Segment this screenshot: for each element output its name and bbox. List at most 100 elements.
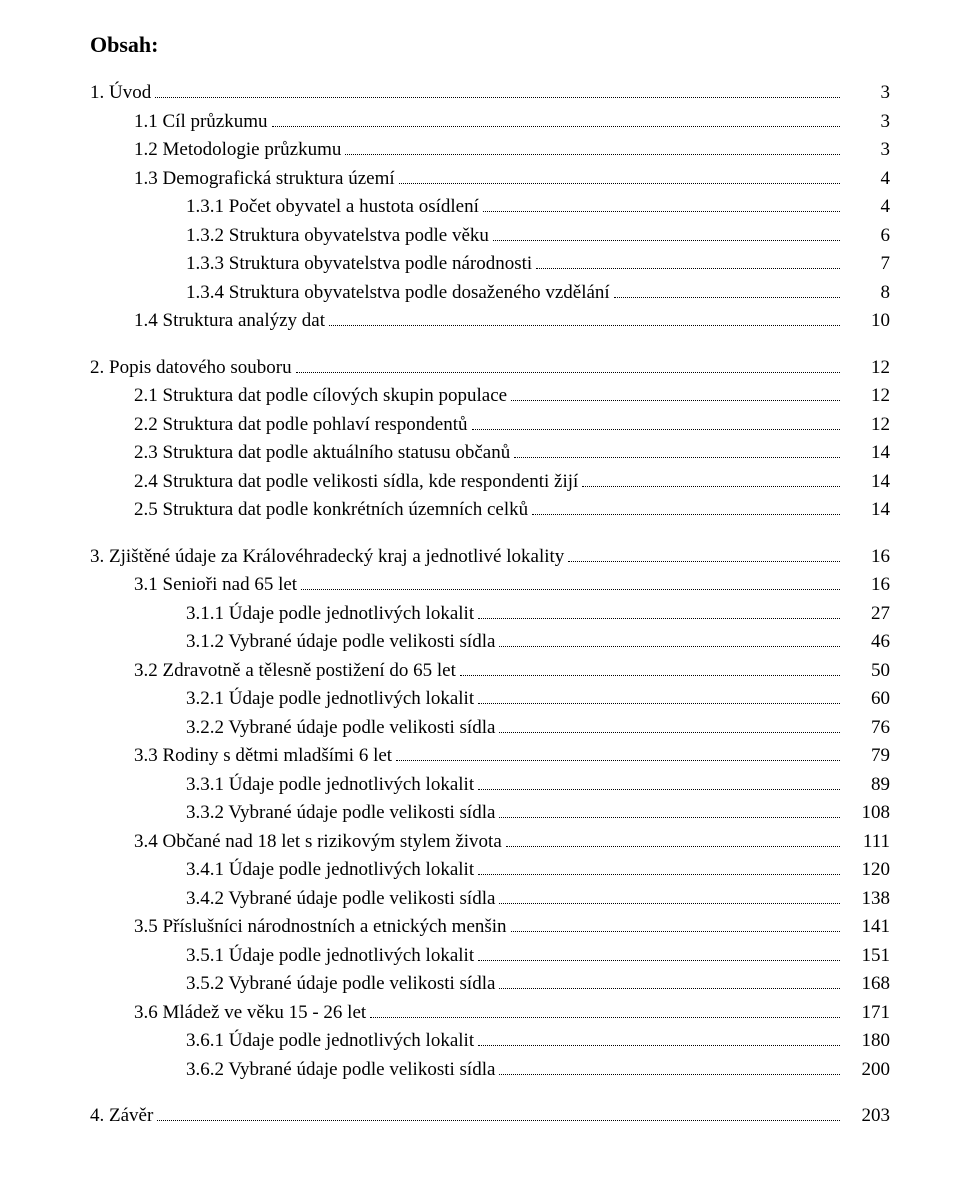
toc-row: 2.3 Struktura dat podle aktuálního statu… bbox=[90, 439, 890, 468]
toc-label: 1.4 Struktura analýzy dat bbox=[134, 307, 325, 336]
toc-page: 171 bbox=[844, 999, 890, 1028]
toc-leader-dots bbox=[478, 703, 840, 704]
toc-label: 3.4.1 Údaje podle jednotlivých lokalit bbox=[186, 856, 474, 885]
toc-row: 1.3 Demografická struktura území4 bbox=[90, 165, 890, 194]
toc-label: 2.4 Struktura dat podle velikosti sídla,… bbox=[134, 468, 578, 497]
toc-leader-dots bbox=[499, 646, 840, 647]
toc-row: 3.3.1 Údaje podle jednotlivých lokalit89 bbox=[90, 771, 890, 800]
toc-leader-dots bbox=[478, 960, 840, 961]
toc-row: 1.2 Metodologie průzkumu3 bbox=[90, 136, 890, 165]
toc-row: 1.3.4 Struktura obyvatelstva podle dosaž… bbox=[90, 279, 890, 308]
toc-page: 14 bbox=[844, 439, 890, 468]
toc-page: 4 bbox=[844, 165, 890, 194]
toc-leader-dots bbox=[472, 429, 841, 430]
toc-label: 3.5.1 Údaje podle jednotlivých lokalit bbox=[186, 942, 474, 971]
toc-row: 3.4 Občané nad 18 let s rizikovým stylem… bbox=[90, 828, 890, 857]
toc-label: 3.3.2 Vybrané údaje podle velikosti sídl… bbox=[186, 799, 495, 828]
toc-page: 203 bbox=[844, 1102, 890, 1131]
toc-row: 3.2.1 Údaje podle jednotlivých lokalit 60 bbox=[90, 685, 890, 714]
toc-label: 2. Popis datového souboru bbox=[90, 354, 292, 383]
toc-label: 2.5 Struktura dat podle konkrétních územ… bbox=[134, 496, 528, 525]
toc-label: 3.6.1 Údaje podle jednotlivých lokalit bbox=[186, 1027, 474, 1056]
toc-page: 151 bbox=[844, 942, 890, 971]
toc-label: 1.3.1 Počet obyvatel a hustota osídlení bbox=[186, 193, 479, 222]
toc-leader-dots bbox=[532, 514, 840, 515]
toc-page: 10 bbox=[844, 307, 890, 336]
toc-leader-dots bbox=[478, 874, 840, 875]
toc-heading: Obsah: bbox=[90, 28, 890, 61]
toc-label: 1.3.2 Struktura obyvatelstva podle věku bbox=[186, 222, 489, 251]
toc-row: 1. Úvod3 bbox=[90, 79, 890, 108]
toc-page: 7 bbox=[844, 250, 890, 279]
toc-row: 3.4.2 Vybrané údaje podle velikosti sídl… bbox=[90, 885, 890, 914]
toc-leader-dots bbox=[499, 732, 840, 733]
toc-label: 1.3.4 Struktura obyvatelstva podle dosaž… bbox=[186, 279, 610, 308]
toc-label: 3. Zjištěné údaje za Královéhradecký kra… bbox=[90, 543, 564, 572]
toc-page: 180 bbox=[844, 1027, 890, 1056]
toc-leader-dots bbox=[301, 589, 840, 590]
toc-row: 2.4 Struktura dat podle velikosti sídla,… bbox=[90, 468, 890, 497]
toc-row: 3.2.2 Vybrané údaje podle velikosti sídl… bbox=[90, 714, 890, 743]
toc-label: 2.2 Struktura dat podle pohlaví responde… bbox=[134, 411, 468, 440]
toc-label: 3.2.2 Vybrané údaje podle velikosti sídl… bbox=[186, 714, 495, 743]
toc-row: 3.4.1 Údaje podle jednotlivých lokalit 12… bbox=[90, 856, 890, 885]
toc-leader-dots bbox=[582, 486, 840, 487]
toc-page: 16 bbox=[844, 543, 890, 572]
toc-leader-dots bbox=[499, 1074, 840, 1075]
toc-row: 3.3.2 Vybrané údaje podle velikosti sídl… bbox=[90, 799, 890, 828]
toc-label: 3.5.2 Vybrané údaje podle velikosti sídl… bbox=[186, 970, 495, 999]
toc-page: 120 bbox=[844, 856, 890, 885]
toc-label: 3.6.2 Vybrané údaje podle velikosti sídl… bbox=[186, 1056, 495, 1085]
toc-leader-dots bbox=[614, 297, 840, 298]
toc-label: 2.3 Struktura dat podle aktuálního statu… bbox=[134, 439, 510, 468]
toc-leader-dots bbox=[514, 457, 840, 458]
toc-page: 108 bbox=[844, 799, 890, 828]
toc-row: 3.5 Příslušníci národnostních a etnickýc… bbox=[90, 913, 890, 942]
toc-leader-dots bbox=[506, 846, 840, 847]
toc-page: 138 bbox=[844, 885, 890, 914]
toc-row: 3.5.2 Vybrané údaje podle velikosti sídl… bbox=[90, 970, 890, 999]
toc-page: 12 bbox=[844, 354, 890, 383]
toc-leader-dots bbox=[272, 126, 840, 127]
toc-row: 1.1 Cíl průzkumu3 bbox=[90, 108, 890, 137]
toc-leader-dots bbox=[399, 183, 840, 184]
toc-label: 3.2.1 Údaje podle jednotlivých lokalit bbox=[186, 685, 474, 714]
toc-page: 6 bbox=[844, 222, 890, 251]
toc-label: 3.5 Příslušníci národnostních a etnickýc… bbox=[134, 913, 507, 942]
toc-page: 12 bbox=[844, 382, 890, 411]
toc-page: 60 bbox=[844, 685, 890, 714]
toc-page: 14 bbox=[844, 496, 890, 525]
toc-label: 1.3.3 Struktura obyvatelstva podle národ… bbox=[186, 250, 532, 279]
toc-row: 4. Závěr203 bbox=[90, 1102, 890, 1131]
toc-row: 1.3.2 Struktura obyvatelstva podle věku 6 bbox=[90, 222, 890, 251]
toc-leader-dots bbox=[370, 1017, 840, 1018]
toc-row: 3.1.1 Údaje podle jednotlivých lokalit 27 bbox=[90, 600, 890, 629]
toc-page: 3 bbox=[844, 136, 890, 165]
toc-page: 111 bbox=[844, 828, 890, 857]
toc-label: 3.1.2 Vybrané údaje podle velikosti sídl… bbox=[186, 628, 495, 657]
toc-leader-dots bbox=[157, 1120, 840, 1121]
toc-page: 27 bbox=[844, 600, 890, 629]
toc-leader-dots bbox=[296, 372, 840, 373]
toc-label: 3.3 Rodiny s dětmi mladšími 6 let bbox=[134, 742, 392, 771]
toc-leader-dots bbox=[478, 789, 840, 790]
toc-label: 3.1.1 Údaje podle jednotlivých lokalit bbox=[186, 600, 474, 629]
toc-page: 12 bbox=[844, 411, 890, 440]
toc-label: 3.1 Senioři nad 65 let bbox=[134, 571, 297, 600]
toc-leader-dots bbox=[493, 240, 840, 241]
toc-row: 3.5.1 Údaje podle jednotlivých lokalit 15… bbox=[90, 942, 890, 971]
toc-row: 3. Zjištěné údaje za Královéhradecký kra… bbox=[90, 543, 890, 572]
toc-row: 3.2 Zdravotně a tělesně postižení do 65 … bbox=[90, 657, 890, 686]
toc-leader-dots bbox=[329, 325, 840, 326]
toc-row: 1.3.1 Počet obyvatel a hustota osídlení4 bbox=[90, 193, 890, 222]
toc-label: 1. Úvod bbox=[90, 79, 151, 108]
toc-label: 3.6 Mládež ve věku 15 - 26 let bbox=[134, 999, 366, 1028]
toc-page: 14 bbox=[844, 468, 890, 497]
toc-spacer bbox=[90, 525, 890, 543]
toc-leader-dots bbox=[478, 618, 840, 619]
toc-page: 50 bbox=[844, 657, 890, 686]
toc-list: 1. Úvod31.1 Cíl průzkumu31.2 Metodologie… bbox=[90, 79, 890, 1131]
toc-page: 200 bbox=[844, 1056, 890, 1085]
toc-spacer bbox=[90, 1084, 890, 1102]
toc-row: 2.5 Struktura dat podle konkrétních územ… bbox=[90, 496, 890, 525]
